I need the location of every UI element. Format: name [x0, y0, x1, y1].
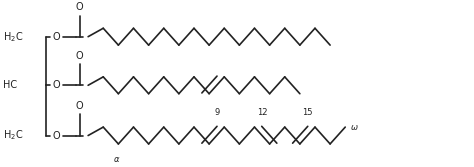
Text: H$_2$C: H$_2$C	[3, 129, 23, 142]
Text: O: O	[76, 51, 83, 61]
Text: 9: 9	[214, 108, 219, 117]
Text: O: O	[76, 2, 83, 12]
Text: ω: ω	[351, 123, 358, 132]
Text: O: O	[53, 80, 60, 90]
Text: O: O	[53, 131, 60, 140]
Text: HC: HC	[3, 80, 17, 90]
Text: O: O	[76, 101, 83, 111]
Text: 15: 15	[302, 108, 313, 117]
Text: H$_2$C: H$_2$C	[3, 30, 23, 44]
Text: α: α	[113, 155, 119, 164]
Text: O: O	[53, 32, 60, 42]
Text: 12: 12	[257, 108, 267, 117]
